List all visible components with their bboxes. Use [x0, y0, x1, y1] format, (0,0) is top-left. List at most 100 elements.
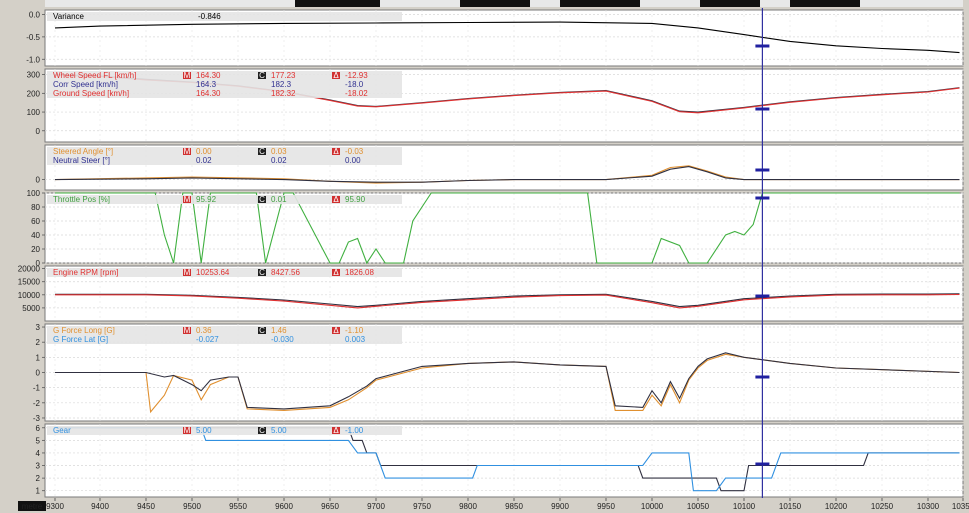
panel-throttle: 100 80 60 40 20 0 Throttle Pos [%] M C Δ 95.92 0.01… — [27, 189, 964, 268]
panel-rpm-ytick-label: 5000 — [22, 304, 40, 313]
legend-series-name: Variance — [53, 12, 85, 21]
legend-value-m: -0.027 — [196, 335, 219, 344]
legend-value-c: 182.32 — [271, 89, 296, 98]
marker-delta-label: Δ — [333, 326, 339, 335]
x-axis-tick-label: 10050 — [687, 502, 710, 511]
panel-gforce-ytick-label: 1 — [36, 353, 41, 362]
panel-steering: 0 Steered Angle [°] M C Δ 0.00 0.03 -0.03 Neutra… — [36, 144, 964, 191]
x-axis-tick-label: 10350 — [952, 502, 969, 511]
legend-value-delta: -1.10 — [345, 326, 364, 335]
x-axis-tick-label: 9300 — [46, 502, 64, 511]
panel-speed-ytick-label: 300 — [27, 71, 41, 80]
series-line-rpm-1 — [55, 293, 960, 309]
marker-delta-badge — [332, 269, 340, 276]
cursor-handle[interactable] — [755, 44, 770, 48]
panel-variance-ytick-label: -1.0 — [26, 55, 40, 64]
panel-gear-ytick-label: 4 — [36, 449, 41, 458]
marker-c-badge — [258, 327, 266, 334]
marker-delta-badge — [332, 72, 340, 79]
panel-throttle-ytick-label: 40 — [31, 231, 40, 240]
legend-series-name: Wheel Speed FL [km/h] — [53, 71, 136, 80]
legend-row-bg — [47, 426, 402, 435]
panel-steering-ytick-label: 0 — [36, 176, 41, 185]
legend-value-delta: -18.0 — [345, 80, 364, 89]
legend-series-name: Engine RPM [rpm] — [53, 268, 118, 277]
legend-row-bg — [47, 156, 402, 165]
panel-gear-ytick-label: 2 — [36, 474, 41, 483]
marker-m-label: M — [184, 426, 191, 435]
series-line-steering-1 — [54, 166, 960, 183]
x-axis-tick-label: 9700 — [367, 502, 385, 511]
legend-value-c: 1.46 — [271, 326, 287, 335]
x-axis-tick-label: 10100 — [733, 502, 756, 511]
marker-m-label: M — [184, 268, 191, 277]
legend-value-c: -0.030 — [271, 335, 294, 344]
x-axis-tick-label: 9500 — [183, 502, 201, 511]
panel-speed-ytick-label: 100 — [27, 108, 41, 117]
legend-value-delta: -18.02 — [345, 89, 368, 98]
panel-throttle-ytick-label: 80 — [31, 203, 40, 212]
series-line-gforce-1 — [55, 352, 960, 410]
legend-row-bg — [47, 12, 402, 21]
panel-gear-ytick-label: 6 — [36, 424, 41, 433]
cursor-handle[interactable] — [755, 168, 770, 172]
x-axis-tick-label: 9400 — [91, 502, 109, 511]
legend-value-m: 0.36 — [196, 326, 212, 335]
panel-throttle-ytick-label: 0 — [36, 259, 41, 268]
top-ruler-segment — [560, 0, 640, 7]
legend-value-m: 10253.64 — [196, 268, 230, 277]
legend-series-name: Corr Speed [km/h] — [53, 80, 118, 89]
marker-m-label: M — [184, 326, 191, 335]
marker-c-label: C — [259, 71, 265, 80]
marker-m-badge — [183, 196, 191, 203]
x-axis-tick-label: 9800 — [459, 502, 477, 511]
panel-rpm-ytick-label: 15000 — [18, 278, 41, 287]
panel-gear-ytick-label: 1 — [36, 487, 41, 496]
marker-delta-badge — [332, 196, 340, 203]
legend-value-delta: -0.03 — [345, 147, 364, 156]
top-ruler — [45, 0, 963, 7]
panel-gear: 6 5 4 3 2 1 Gear M C Δ 5.00 5.00 -1.00 — [36, 423, 964, 498]
legend-row-bg — [47, 71, 402, 80]
legend-value-m: 95.92 — [196, 195, 217, 204]
panel-gear-ytick-label: 5 — [36, 436, 41, 445]
legend-value-c: 8427.56 — [271, 268, 300, 277]
x-axis-tick-label: 10300 — [917, 502, 940, 511]
marker-m-label: M — [184, 195, 191, 204]
marker-delta-label: Δ — [333, 71, 339, 80]
series-line-variance-0 — [54, 21, 960, 54]
panel-gforce-ytick-label: 0 — [36, 369, 41, 378]
x-axis-tick-label: 9650 — [321, 502, 339, 511]
legend-value-delta: 1826.08 — [345, 268, 374, 277]
legend-value-m: 0.00 — [196, 147, 212, 156]
panel-variance-ytick-label: 0.0 — [29, 10, 41, 19]
panel-gear-ytick-label: 3 — [36, 462, 41, 471]
marker-m-label: M — [184, 71, 191, 80]
x-axis: metre 9300 9400 9450 9500 9550 9600 9650 9700 975… — [0, 498, 969, 513]
x-axis-tick-label: 10150 — [779, 502, 802, 511]
marker-c-badge — [258, 196, 266, 203]
legend-row-bg — [47, 80, 402, 89]
marker-delta-label: Δ — [333, 268, 339, 277]
cursor-handle[interactable] — [755, 462, 770, 466]
legend-value-delta: 0.00 — [345, 156, 361, 165]
cursor-group[interactable] — [755, 8, 770, 498]
legend-value-c: 5.00 — [271, 426, 287, 435]
x-axis-tick-label: 9900 — [551, 502, 569, 511]
cursor-handle[interactable] — [755, 294, 770, 298]
marker-c-label: C — [259, 147, 265, 156]
legend-value-c: 182.3 — [271, 80, 292, 89]
x-axis-tick-label: 9550 — [229, 502, 247, 511]
marker-m-label: M — [184, 147, 191, 156]
cursor-handle[interactable] — [755, 107, 770, 111]
legend-value-m: 164.30 — [196, 71, 221, 80]
panel-gear-background — [44, 423, 964, 498]
panel-speed-ytick-label: 200 — [27, 89, 41, 98]
cursor-handle[interactable] — [755, 375, 770, 379]
panel-throttle-ytick-label: 20 — [31, 245, 40, 254]
x-axis-unit-label: metre — [22, 502, 43, 511]
top-ruler-segment — [700, 0, 760, 7]
legend-value-m: -0.846 — [198, 12, 221, 21]
cursor-handle[interactable] — [755, 196, 770, 200]
x-axis-unit-box — [18, 501, 46, 511]
